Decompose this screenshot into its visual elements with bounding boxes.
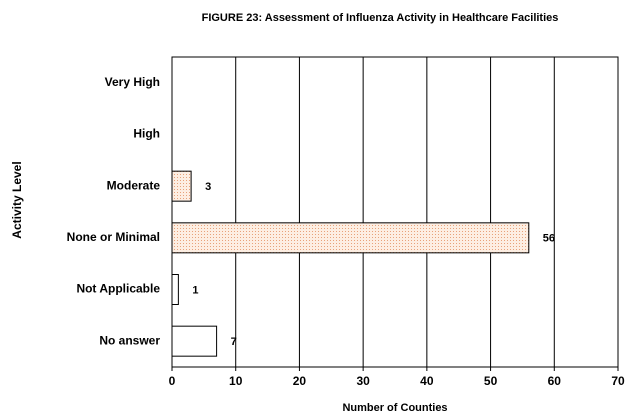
y-tick-label: None or Minimal	[67, 230, 160, 244]
bar	[171, 274, 179, 305]
bar	[171, 170, 192, 202]
data-label: 1	[192, 284, 198, 296]
x-tick-label: 10	[229, 374, 243, 388]
x-tick-label: 30	[356, 374, 370, 388]
x-tick-label: 60	[548, 374, 562, 388]
x-tick-label: 20	[293, 374, 307, 388]
data-label: 3	[205, 181, 211, 193]
x-tick-label: 70	[611, 374, 625, 388]
data-label: 56	[543, 233, 555, 245]
x-axis-label: Number of Counties	[342, 402, 447, 414]
data-label: 7	[231, 336, 237, 348]
bar	[171, 325, 218, 357]
y-axis-label: Activity Level	[10, 161, 24, 238]
y-tick-label: No answer	[99, 333, 160, 347]
y-tick-label: Very High	[105, 75, 160, 89]
x-tick-label: 50	[484, 374, 498, 388]
x-tick-label: 0	[169, 374, 176, 388]
chart-title: FIGURE 23: Assessment of Influenza Activ…	[202, 12, 559, 24]
x-tick-label: 40	[420, 374, 434, 388]
y-tick-label: High	[133, 127, 160, 141]
y-tick-label: Moderate	[107, 178, 161, 192]
plot-frame	[171, 56, 619, 368]
y-tick-label: Not Applicable	[76, 282, 160, 296]
bar	[171, 222, 530, 254]
